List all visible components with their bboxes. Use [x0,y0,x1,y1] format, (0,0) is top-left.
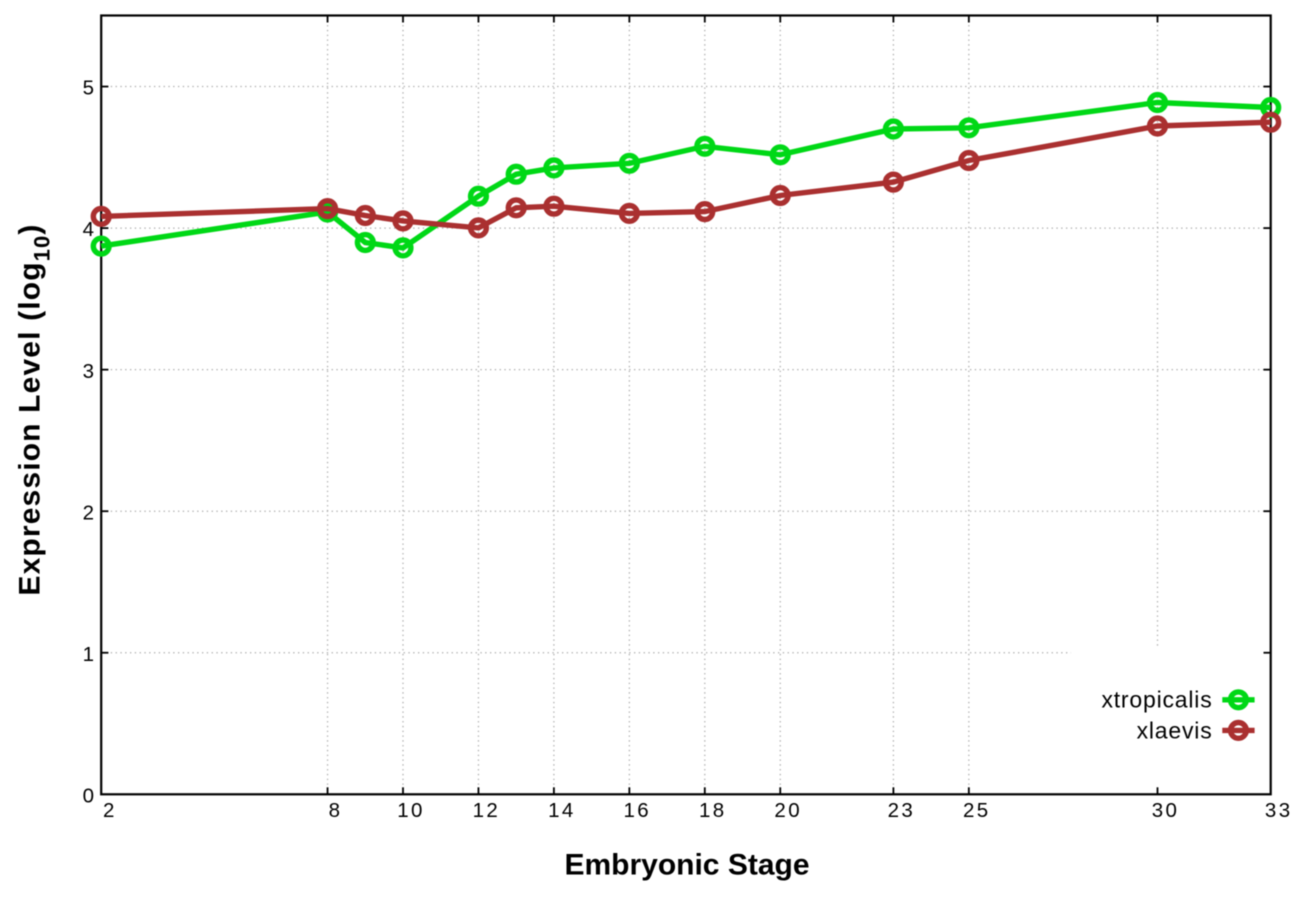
svg-text:33: 33 [1265,799,1293,822]
svg-text:2: 2 [103,799,117,822]
svg-text:16: 16 [623,799,651,822]
svg-text:23: 23 [888,799,916,822]
svg-text:0: 0 [83,784,94,807]
svg-text:Embryonic Stage: Embryonic Stage [564,849,809,882]
svg-text:12: 12 [473,799,501,822]
svg-text:20: 20 [774,799,802,822]
svg-text:1: 1 [83,643,94,666]
svg-text:14: 14 [548,799,576,822]
svg-text:25: 25 [963,799,991,822]
svg-text:4: 4 [83,218,94,241]
svg-text:30: 30 [1152,799,1180,822]
svg-text:xlaevis: xlaevis [1137,717,1213,743]
svg-text:18: 18 [699,799,727,822]
svg-text:5: 5 [83,77,94,100]
svg-text:2: 2 [83,501,94,524]
svg-text:3: 3 [83,360,94,383]
svg-text:8: 8 [329,799,343,822]
svg-text:10: 10 [397,799,425,822]
svg-text:xtropicalis: xtropicalis [1101,687,1212,713]
